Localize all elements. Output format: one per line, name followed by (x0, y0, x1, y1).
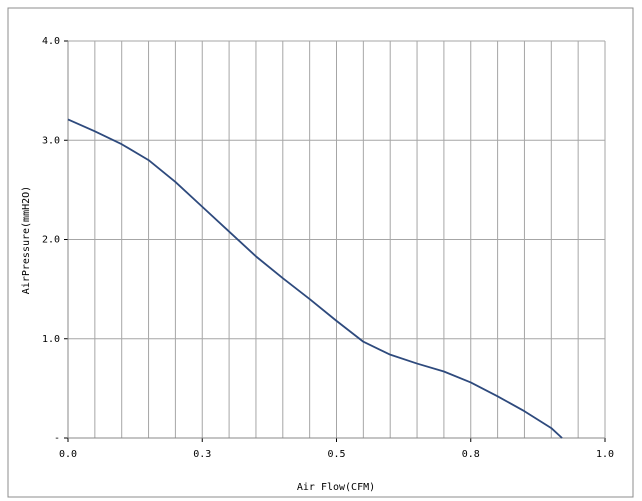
x-axis-label: Air Flow(CFM) (297, 482, 375, 493)
y-axis-label: AirPressure(mmH2O) (21, 186, 32, 294)
x-tick-label: 0.3 (193, 449, 211, 460)
x-tick-label: 0.8 (462, 449, 480, 460)
y-tick-label: 2.0 (42, 235, 60, 246)
line (67, 118, 563, 439)
x-tick-label: 0.0 (59, 449, 77, 460)
y-tick-label: 4.0 (42, 36, 60, 47)
chart-frame (7, 7, 634, 498)
y-tick-label: - (54, 433, 60, 444)
y-tick-label: 1.0 (42, 334, 60, 345)
x-tick-label: 1.0 (596, 449, 614, 460)
y-tick-label: 3.0 (42, 135, 60, 146)
x-tick-label: 0.5 (327, 449, 345, 460)
